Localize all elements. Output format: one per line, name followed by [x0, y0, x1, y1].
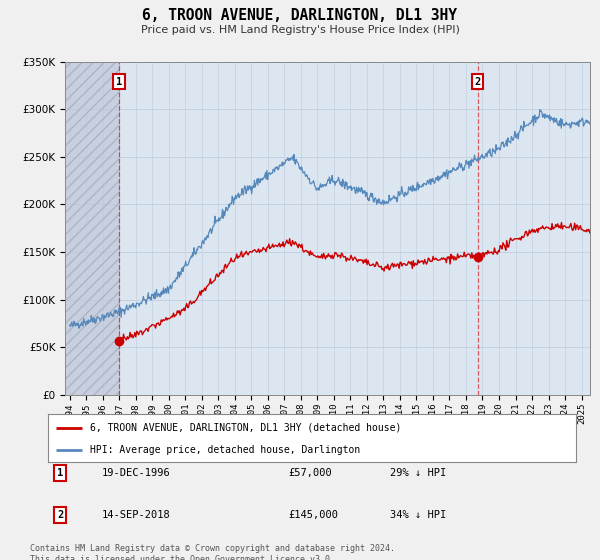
Text: 19-DEC-1996: 19-DEC-1996 — [102, 468, 171, 478]
Text: 6, TROON AVENUE, DARLINGTON, DL1 3HY: 6, TROON AVENUE, DARLINGTON, DL1 3HY — [143, 8, 458, 24]
Text: 2: 2 — [475, 77, 481, 87]
Text: 1: 1 — [116, 77, 122, 87]
Text: Price paid vs. HM Land Registry's House Price Index (HPI): Price paid vs. HM Land Registry's House … — [140, 25, 460, 35]
Text: 14-SEP-2018: 14-SEP-2018 — [102, 510, 171, 520]
Bar — [61, 62, 119, 395]
Text: Contains HM Land Registry data © Crown copyright and database right 2024.
This d: Contains HM Land Registry data © Crown c… — [30, 544, 395, 560]
Text: 29% ↓ HPI: 29% ↓ HPI — [390, 468, 446, 478]
Text: 34% ↓ HPI: 34% ↓ HPI — [390, 510, 446, 520]
Text: HPI: Average price, detached house, Darlington: HPI: Average price, detached house, Darl… — [90, 445, 361, 455]
Text: 2: 2 — [57, 510, 63, 520]
Text: 6, TROON AVENUE, DARLINGTON, DL1 3HY (detached house): 6, TROON AVENUE, DARLINGTON, DL1 3HY (de… — [90, 423, 401, 433]
Text: £57,000: £57,000 — [288, 468, 332, 478]
Text: 1: 1 — [57, 468, 63, 478]
Text: £145,000: £145,000 — [288, 510, 338, 520]
